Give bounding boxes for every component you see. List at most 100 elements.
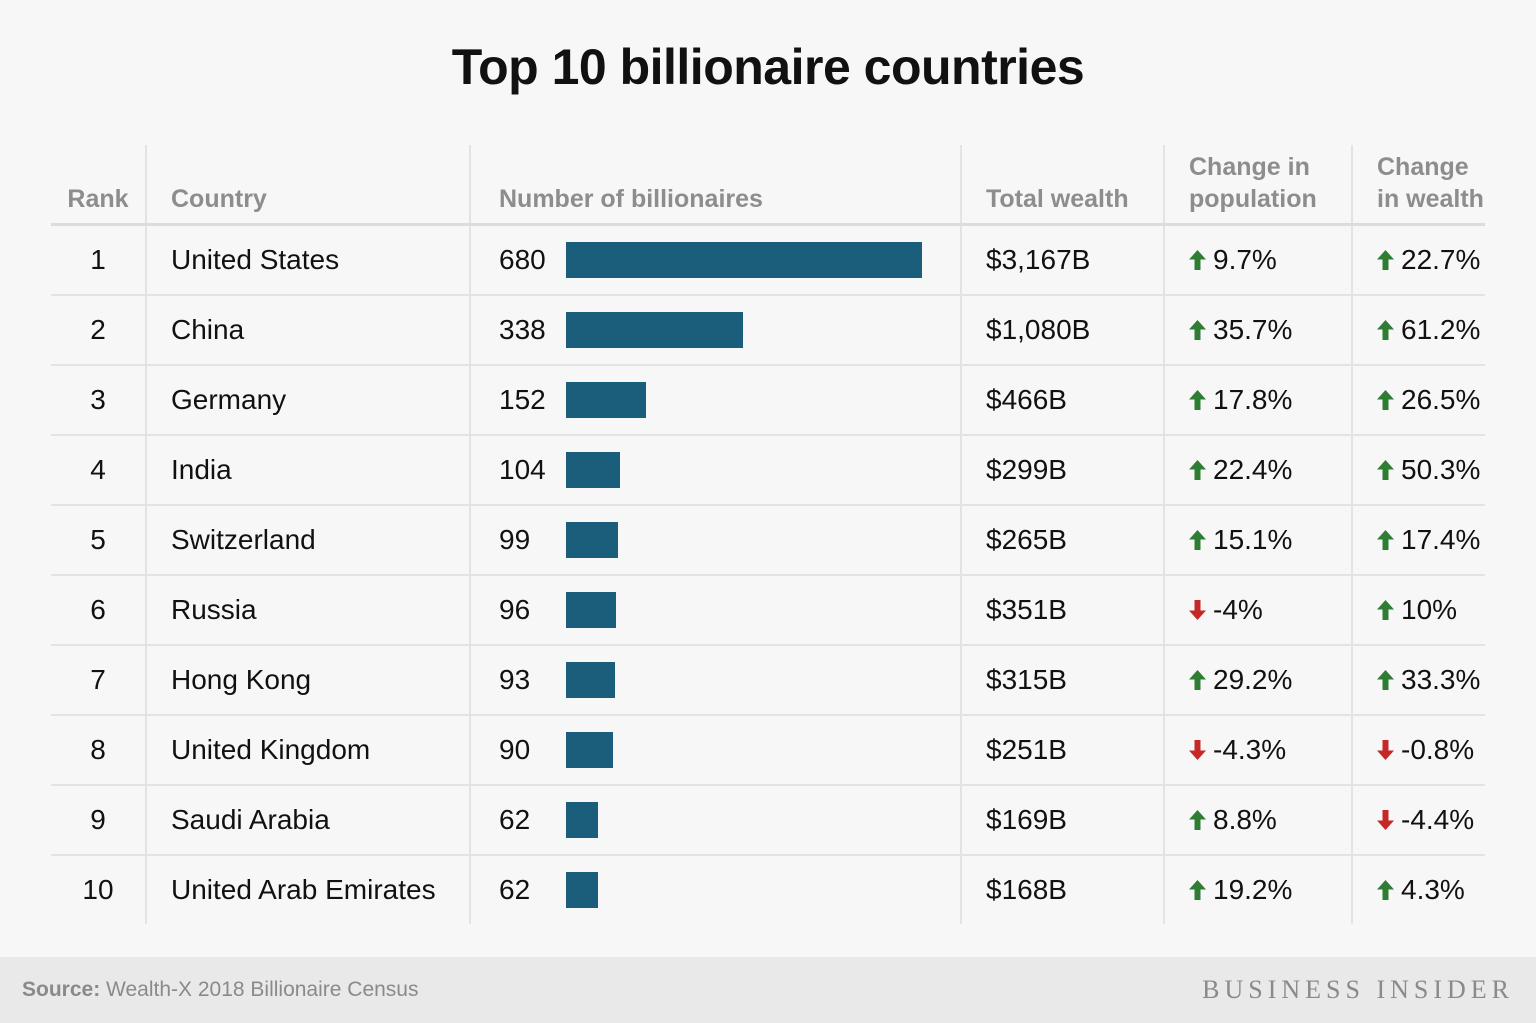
bar-track (566, 732, 922, 768)
population-change-cell: 17.8% (1163, 365, 1352, 436)
rank-cell: 8 (51, 715, 146, 786)
billionaires-bar (566, 592, 616, 628)
billionaires-count: 680 (499, 244, 546, 275)
bar-track (566, 872, 922, 908)
population-change-value: 19.2% (1213, 873, 1293, 905)
country-name: Switzerland (171, 524, 316, 555)
brand-logo: BUSINESS INSIDER (1202, 975, 1514, 1004)
population-change-value: 29.2% (1213, 663, 1293, 695)
bar-track (566, 592, 922, 628)
wealth-change-value: 17.4% (1401, 523, 1481, 555)
arrow-up-icon (1377, 389, 1394, 410)
population-change: 17.8% (1189, 384, 1292, 416)
population-change-cell: 19.2% (1163, 855, 1352, 924)
header-change-in-wealth: Change in wealth (1351, 145, 1485, 226)
header-total-wealth: Total wealth (960, 145, 1164, 226)
wealth-change-cell: -0.8% (1351, 715, 1485, 786)
bar-track (566, 802, 922, 838)
source-label: Source: (22, 978, 101, 1001)
population-change: 22.4% (1189, 454, 1292, 486)
population-change-cell: 29.2% (1163, 645, 1352, 716)
wealth-change-value: 22.7% (1401, 243, 1481, 275)
arrow-down-icon (1189, 599, 1206, 620)
billionaires-count: 62 (499, 874, 531, 905)
wealth-change: 10% (1377, 594, 1457, 626)
arrow-down-icon (1377, 739, 1394, 760)
population-change: 29.2% (1189, 664, 1292, 696)
population-change: -4.3% (1189, 734, 1286, 766)
billionaires-bar-group: 152 (499, 382, 960, 418)
wealth-change-value: -4.4% (1401, 803, 1475, 835)
billionaires-bar-group: 96 (499, 592, 960, 628)
billionaires-bar-group: 90 (499, 732, 960, 768)
population-change-value: 9.7% (1213, 243, 1277, 275)
wealth-change: 33.3% (1377, 664, 1480, 696)
billionaires-bar (566, 522, 618, 558)
total-wealth-cell: $3,167B (960, 224, 1164, 296)
total-wealth-cell: $169B (960, 785, 1164, 856)
wealth-change: 26.5% (1377, 384, 1480, 416)
billionaires-count: 152 (499, 384, 546, 415)
wealth-change-value: 26.5% (1401, 383, 1481, 415)
billionaires-bar (566, 382, 646, 418)
arrow-up-icon (1189, 459, 1206, 480)
bar-track (566, 522, 922, 558)
table-row: 6 Russia 96 $351B -4% 10% (51, 575, 1485, 646)
rank-cell: 10 (51, 855, 146, 924)
header-change-in-population: Change in population (1163, 145, 1352, 226)
source-note: Source: Wealth-X 2018 Billionaire Census (22, 978, 418, 1002)
total-wealth-value: $169B (986, 804, 1067, 835)
country-cell: India (145, 435, 470, 506)
total-wealth-value: $315B (986, 664, 1067, 695)
rank-value: 1 (90, 244, 106, 275)
rank-value: 6 (90, 594, 106, 625)
rank-cell: 4 (51, 435, 146, 506)
arrow-up-icon (1377, 669, 1394, 690)
table-row: 9 Saudi Arabia 62 $169B 8.8% -4.4% (51, 785, 1485, 856)
arrow-up-icon (1377, 879, 1394, 900)
arrow-up-icon (1189, 879, 1206, 900)
table-row: 5 Switzerland 99 $265B 15.1% 17.4% (51, 505, 1485, 576)
bar-track (566, 452, 922, 488)
billionaires-bar-group: 99 (499, 522, 960, 558)
population-change: 15.1% (1189, 524, 1292, 556)
population-change-cell: 8.8% (1163, 785, 1352, 856)
billionaires-cell: 152 (469, 365, 961, 436)
header-change-in-population-line2: population (1189, 185, 1317, 213)
wealth-change: 50.3% (1377, 454, 1480, 486)
rank-value: 3 (90, 384, 106, 415)
billionaires-cell: 90 (469, 715, 961, 786)
rank-value: 10 (82, 874, 114, 905)
country-cell: United Arab Emirates (145, 855, 470, 924)
arrow-up-icon (1377, 249, 1394, 270)
country-name: China (171, 314, 245, 345)
wealth-change-value: 4.3% (1401, 873, 1465, 905)
arrow-up-icon (1377, 599, 1394, 620)
wealth-change-cell: 22.7% (1351, 224, 1485, 296)
rank-cell: 6 (51, 575, 146, 646)
total-wealth-cell: $168B (960, 855, 1164, 924)
bar-track (566, 662, 922, 698)
wealth-change-value: 61.2% (1401, 313, 1481, 345)
header-country: Country (145, 145, 470, 226)
total-wealth-cell: $351B (960, 575, 1164, 646)
billionaires-count: 96 (499, 594, 531, 625)
arrow-up-icon (1189, 669, 1206, 690)
total-wealth-value: $1,080B (986, 314, 1091, 345)
country-name: Hong Kong (171, 664, 312, 695)
billionaires-bar (566, 312, 743, 348)
billionaires-count: 93 (499, 664, 531, 695)
arrow-up-icon (1377, 529, 1394, 550)
billionaire-table: Rank Country Number of billionaires Tota… (51, 145, 1485, 924)
billionaires-bar (566, 242, 922, 278)
billionaires-cell: 93 (469, 645, 961, 716)
population-change-value: 22.4% (1213, 453, 1293, 485)
wealth-change: 4.3% (1377, 874, 1465, 906)
header-change-in-population-line1: Change in (1189, 153, 1310, 181)
wealth-change: 17.4% (1377, 524, 1480, 556)
country-cell: Hong Kong (145, 645, 470, 716)
total-wealth-cell: $265B (960, 505, 1164, 576)
header-number-of-billionaires: Number of billionaires (469, 145, 961, 226)
header-row: Rank Country Number of billionaires Tota… (51, 145, 1485, 226)
population-change-cell: 35.7% (1163, 295, 1352, 366)
